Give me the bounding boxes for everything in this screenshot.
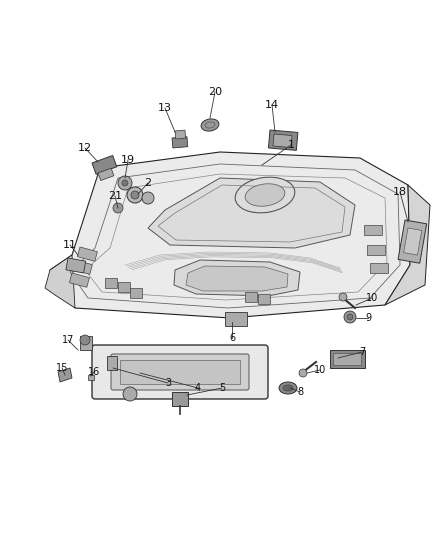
Bar xyxy=(88,375,94,380)
Text: 14: 14 xyxy=(265,100,279,110)
Bar xyxy=(273,134,292,148)
Bar xyxy=(370,263,388,273)
Ellipse shape xyxy=(201,119,219,131)
Bar xyxy=(118,282,130,292)
Polygon shape xyxy=(174,260,300,296)
FancyBboxPatch shape xyxy=(92,345,268,399)
Bar xyxy=(330,350,365,368)
Bar xyxy=(78,247,97,261)
Circle shape xyxy=(118,176,132,190)
Circle shape xyxy=(80,335,90,345)
Bar xyxy=(333,353,361,365)
Bar xyxy=(364,225,382,235)
FancyBboxPatch shape xyxy=(111,354,249,390)
Bar xyxy=(98,168,114,181)
Text: 11: 11 xyxy=(63,240,77,250)
Circle shape xyxy=(344,311,356,323)
Text: 2: 2 xyxy=(145,178,152,188)
Text: 9: 9 xyxy=(365,313,371,323)
Bar xyxy=(105,278,117,288)
Ellipse shape xyxy=(283,385,293,391)
Text: 4: 4 xyxy=(195,383,201,393)
Ellipse shape xyxy=(279,382,297,394)
Text: 15: 15 xyxy=(56,363,68,373)
Text: 6: 6 xyxy=(229,333,235,343)
Text: 10: 10 xyxy=(314,365,326,375)
Text: 10: 10 xyxy=(366,293,378,303)
Circle shape xyxy=(299,369,307,377)
Bar xyxy=(172,136,188,148)
Text: 17: 17 xyxy=(62,335,74,345)
Bar xyxy=(130,288,142,298)
Circle shape xyxy=(123,387,137,401)
Polygon shape xyxy=(385,185,430,305)
Bar xyxy=(172,392,188,406)
Polygon shape xyxy=(186,266,288,291)
Circle shape xyxy=(122,180,128,186)
Circle shape xyxy=(339,293,347,301)
Ellipse shape xyxy=(235,177,295,213)
Bar xyxy=(69,273,89,287)
Text: 5: 5 xyxy=(219,383,225,393)
Circle shape xyxy=(127,187,143,203)
Polygon shape xyxy=(50,152,410,318)
Text: 19: 19 xyxy=(121,155,135,165)
Bar xyxy=(268,130,298,150)
Bar xyxy=(367,245,385,255)
Bar xyxy=(120,360,240,384)
Polygon shape xyxy=(58,368,72,382)
Text: 13: 13 xyxy=(158,103,172,113)
Bar xyxy=(107,356,117,370)
Bar xyxy=(404,228,422,255)
Text: 18: 18 xyxy=(393,187,407,197)
Circle shape xyxy=(347,314,353,320)
Text: 16: 16 xyxy=(88,367,100,377)
Bar xyxy=(72,260,92,274)
Text: 7: 7 xyxy=(359,347,365,357)
Bar xyxy=(258,294,270,304)
Text: 12: 12 xyxy=(78,143,92,153)
Text: 8: 8 xyxy=(297,387,303,397)
Ellipse shape xyxy=(245,184,285,206)
Polygon shape xyxy=(45,255,75,308)
Bar xyxy=(80,336,92,350)
Text: 20: 20 xyxy=(208,87,222,97)
Bar xyxy=(92,156,117,174)
Bar xyxy=(175,130,186,139)
Bar xyxy=(66,258,86,273)
Polygon shape xyxy=(148,178,355,248)
Circle shape xyxy=(113,203,123,213)
Circle shape xyxy=(131,191,139,199)
Text: 3: 3 xyxy=(165,378,171,388)
Text: 21: 21 xyxy=(108,191,122,201)
Bar xyxy=(398,220,427,263)
Text: 1: 1 xyxy=(287,140,294,150)
Bar xyxy=(225,312,247,326)
Bar xyxy=(245,292,257,302)
Circle shape xyxy=(142,192,154,204)
